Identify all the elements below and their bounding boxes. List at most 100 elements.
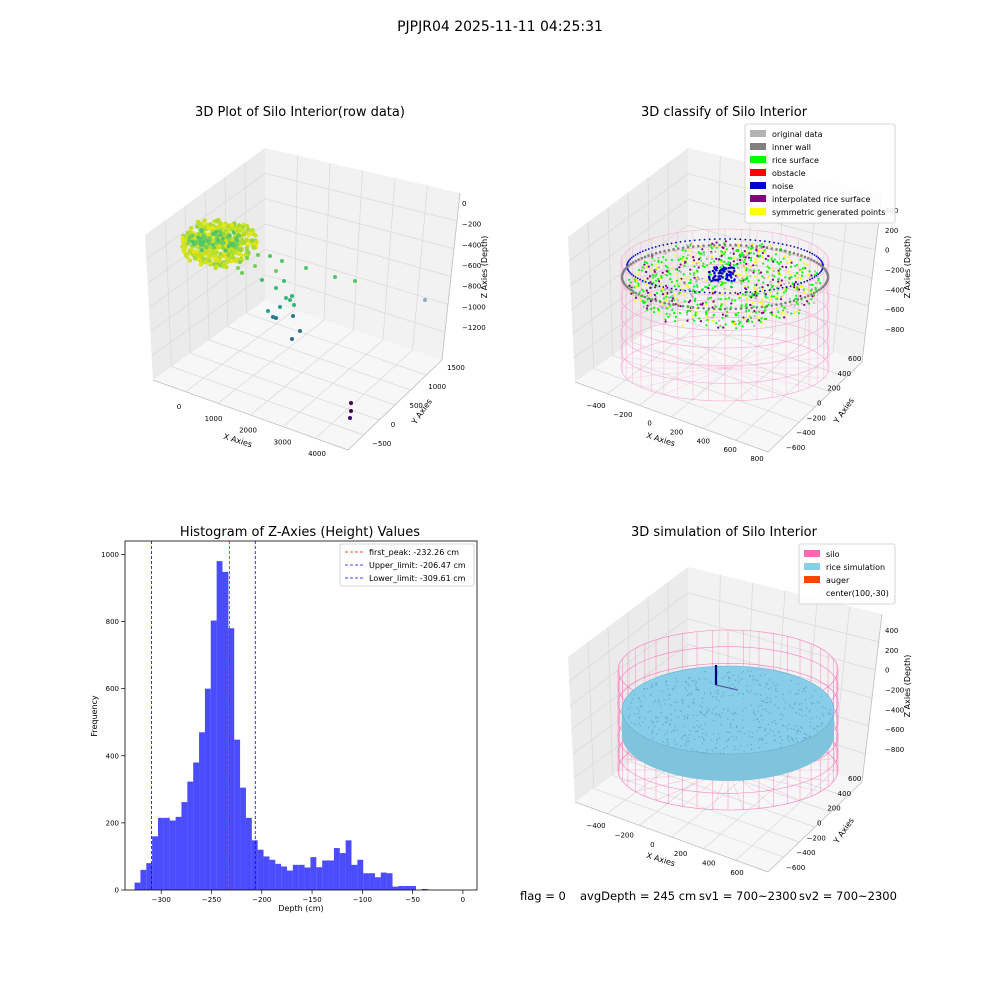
rice-point — [816, 730, 818, 732]
classify-point — [745, 307, 748, 310]
rice-point — [686, 717, 689, 720]
rice-point — [695, 681, 697, 683]
raw-point — [278, 305, 282, 309]
rice-point — [680, 738, 682, 740]
histogram-bar — [298, 864, 305, 890]
rice-point — [788, 723, 790, 726]
raw-x-tick-label: 4000 — [308, 450, 326, 458]
classify-point — [806, 288, 809, 291]
raw-point — [223, 248, 228, 253]
classify-point — [697, 258, 701, 261]
rice-point — [727, 710, 729, 712]
classify-point — [815, 255, 818, 258]
classify-point — [654, 268, 657, 272]
classify-point — [647, 248, 650, 250]
raw-point — [205, 222, 210, 228]
rice-point — [775, 696, 777, 698]
rice-point — [760, 714, 762, 716]
classify-x-tick-label: −400 — [586, 402, 605, 410]
classify-point — [737, 250, 740, 253]
simulation-legend-label: silo — [826, 550, 840, 559]
rice-point — [709, 691, 712, 694]
classify-point — [793, 311, 796, 315]
rice-point — [696, 724, 698, 727]
simulation-y-tick-label: 400 — [838, 790, 851, 798]
classify-point — [770, 304, 774, 307]
classify-point — [783, 306, 786, 309]
classify-point — [718, 258, 721, 261]
classify-point — [771, 273, 774, 277]
classify-point — [686, 313, 689, 316]
rice-point — [760, 726, 762, 729]
classify-point — [669, 278, 672, 281]
rice-point — [799, 708, 801, 710]
classify-point — [767, 254, 770, 258]
classify-point — [749, 239, 752, 241]
classify-point — [749, 303, 752, 307]
simulation-legend-swatch — [804, 563, 820, 570]
rice-point — [702, 732, 704, 735]
simulation-rice-surface — [621, 665, 835, 781]
raw-point — [290, 294, 294, 298]
classify-point — [642, 305, 645, 308]
rice-point — [815, 689, 817, 691]
rice-point — [686, 694, 689, 697]
classify-point — [786, 311, 789, 314]
rice-point — [790, 736, 793, 739]
histogram-x-ticks: −300 −250 −200 −150 −100 −50 0 — [152, 890, 465, 904]
classify-silo-spoke — [724, 367, 758, 400]
rice-point — [808, 735, 811, 737]
rice-point — [787, 736, 789, 738]
rice-point — [701, 736, 703, 738]
classify-point — [776, 260, 779, 263]
raw-grid-vl — [244, 162, 247, 314]
classify-point — [710, 255, 713, 258]
classify-point — [650, 307, 653, 310]
rice-point — [691, 714, 694, 716]
raw-point — [218, 229, 222, 234]
raw-z-tick-label: −600 — [462, 262, 481, 270]
rice-point — [787, 738, 789, 740]
raw-3d-axes-box — [145, 148, 461, 451]
rice-point — [756, 730, 758, 732]
raw-pane-floor — [153, 300, 442, 450]
rice-point — [802, 690, 804, 692]
classify-point — [810, 293, 813, 296]
rice-point — [670, 731, 673, 733]
rice-point — [666, 717, 668, 720]
classify-point — [768, 289, 771, 291]
classify-point — [705, 324, 708, 327]
classify-point — [724, 238, 726, 240]
classify-point — [764, 293, 768, 296]
classify-point — [679, 263, 682, 266]
rice-point — [767, 723, 770, 726]
classify-point — [676, 304, 680, 307]
rice-point — [769, 729, 772, 731]
rice-point — [748, 735, 750, 737]
classify-point — [780, 279, 783, 282]
classify-z-tick-label: −400 — [885, 286, 904, 294]
rice-point — [750, 704, 752, 706]
classify-point — [800, 269, 803, 272]
rice-point — [743, 750, 745, 752]
classify-point — [695, 279, 698, 282]
rice-point — [728, 677, 730, 680]
rice-point — [666, 684, 668, 686]
raw-edge-y — [347, 359, 443, 451]
rice-point — [803, 732, 805, 735]
classify-point — [770, 257, 773, 260]
rice-point — [721, 712, 723, 714]
classify-point — [654, 263, 658, 266]
classify-point — [712, 313, 715, 316]
classify-point — [812, 294, 816, 297]
classify-point — [673, 320, 677, 323]
classify-point — [764, 295, 767, 299]
classify-point — [632, 255, 635, 258]
classify-point — [661, 271, 664, 274]
classify-point — [689, 254, 692, 257]
histogram-bar — [275, 863, 282, 890]
classify-silo-spoke — [724, 367, 787, 395]
classify-point — [821, 285, 825, 289]
